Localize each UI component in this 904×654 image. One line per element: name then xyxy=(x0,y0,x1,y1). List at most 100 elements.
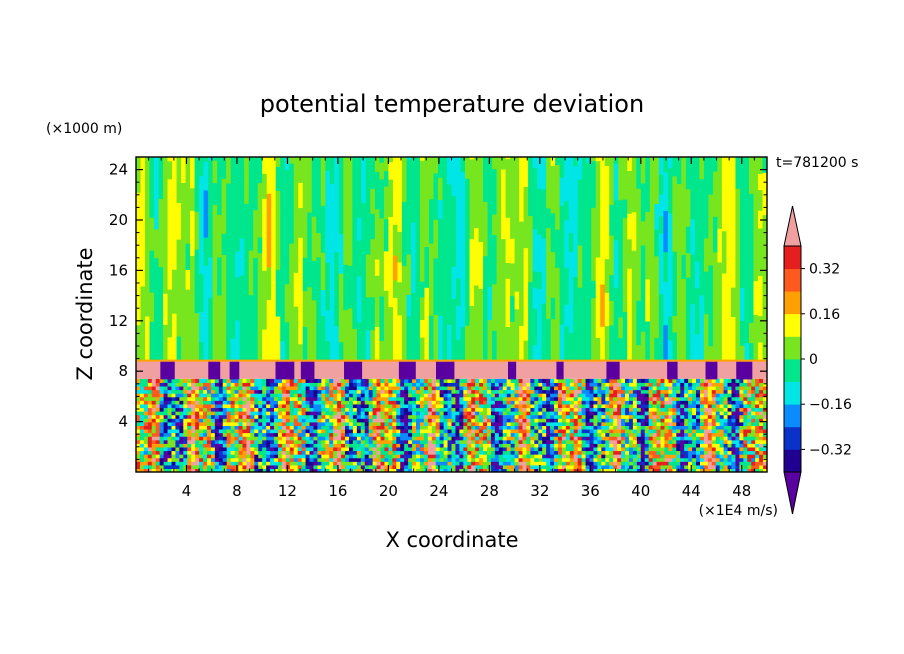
heat-cell xyxy=(163,446,169,452)
heat-cell xyxy=(600,236,606,285)
heat-cell xyxy=(400,407,405,412)
heat-cell xyxy=(325,436,330,441)
heat-cell xyxy=(494,446,500,452)
heat-cell xyxy=(151,382,157,387)
heat-cell xyxy=(199,468,204,472)
heat-cell xyxy=(210,468,216,472)
heat-cell xyxy=(143,400,149,405)
heat-cell xyxy=(270,389,275,394)
heat-cell xyxy=(214,400,220,405)
heat-cell xyxy=(280,187,286,211)
heat-cell xyxy=(305,428,311,434)
heat-cell xyxy=(400,439,405,444)
heat-cell xyxy=(475,432,480,437)
heat-cell xyxy=(246,403,251,409)
heat-cell xyxy=(317,468,322,472)
heat-cell xyxy=(585,446,591,452)
heat-cell xyxy=(676,396,681,401)
heat-cell xyxy=(502,400,508,405)
heat-cell xyxy=(597,385,602,391)
heat-cell xyxy=(372,425,378,430)
heat-cell xyxy=(753,185,759,204)
heat-cell xyxy=(664,400,670,405)
heat-cell xyxy=(199,210,205,241)
heat-cell xyxy=(593,450,599,455)
heat-cell xyxy=(384,378,389,383)
heat-cell xyxy=(609,414,614,419)
heat-cell xyxy=(194,249,200,289)
heat-cell xyxy=(502,421,508,426)
heat-cell xyxy=(753,219,759,266)
heat-cell xyxy=(226,257,232,285)
heat-cell xyxy=(281,428,287,434)
heat-cell xyxy=(684,421,689,426)
heat-cell xyxy=(408,393,413,398)
heat-cell xyxy=(502,403,508,409)
heat-cell xyxy=(159,450,165,455)
heat-cell xyxy=(542,443,547,448)
heat-cell xyxy=(568,194,574,234)
heat-cell xyxy=(522,393,528,398)
heat-cell xyxy=(613,403,618,409)
heat-cell xyxy=(727,443,733,448)
heat-cell xyxy=(474,321,480,362)
heat-cell xyxy=(532,328,538,346)
heat-cell xyxy=(270,461,275,466)
heat-cell xyxy=(528,260,534,283)
heat-cell xyxy=(376,436,382,441)
heat-cell xyxy=(451,443,457,448)
heat-cell xyxy=(277,454,283,459)
heat-cell xyxy=(605,385,610,391)
heat-cell xyxy=(443,396,449,401)
heat-cell xyxy=(711,385,717,391)
heat-cell xyxy=(401,222,408,267)
heat-cell xyxy=(404,421,409,426)
heat-cell xyxy=(573,407,579,412)
heat-cell xyxy=(333,411,338,416)
heat-cell xyxy=(522,407,528,412)
heat-cell xyxy=(333,443,338,448)
heat-cell xyxy=(412,436,417,441)
heat-cell xyxy=(514,436,520,441)
heat-cell xyxy=(203,396,208,401)
heat-cell xyxy=(372,461,378,466)
heat-cell xyxy=(341,428,346,434)
heat-cell xyxy=(159,428,165,434)
heat-cell xyxy=(688,421,693,426)
heat-cell xyxy=(748,227,755,276)
heat-cell xyxy=(681,165,687,213)
heat-cell xyxy=(281,382,287,387)
heat-cell xyxy=(526,400,531,405)
heat-cell xyxy=(711,382,717,387)
heat-cell xyxy=(345,464,350,470)
heat-cell xyxy=(628,457,634,462)
heat-cell xyxy=(301,396,307,401)
heat-cell xyxy=(408,385,413,391)
heat-cell xyxy=(307,245,313,288)
heat-cell xyxy=(329,421,334,426)
heat-cell xyxy=(226,443,232,448)
heat-cell xyxy=(368,407,374,412)
heat-cell xyxy=(656,468,662,472)
heat-cell xyxy=(589,464,595,470)
heat-cell xyxy=(258,464,263,470)
heat-cell xyxy=(214,418,220,423)
heat-cell xyxy=(183,382,188,387)
heat-cell xyxy=(676,183,682,231)
heat-cell xyxy=(266,157,272,167)
heat-cell xyxy=(423,407,429,412)
heat-cell xyxy=(195,439,200,444)
heat-cell xyxy=(502,411,508,416)
heat-cell xyxy=(246,389,251,394)
heat-cell xyxy=(345,454,350,459)
heat-cell xyxy=(490,418,496,423)
heat-cell xyxy=(471,378,476,383)
heat-cell xyxy=(523,216,529,249)
heat-cell xyxy=(537,234,543,256)
heat-cell xyxy=(605,457,610,462)
heat-cell xyxy=(143,454,149,459)
heat-cell xyxy=(640,264,646,286)
heat-cell xyxy=(555,157,561,166)
heat-cell xyxy=(238,400,244,405)
heat-cell xyxy=(155,411,161,416)
